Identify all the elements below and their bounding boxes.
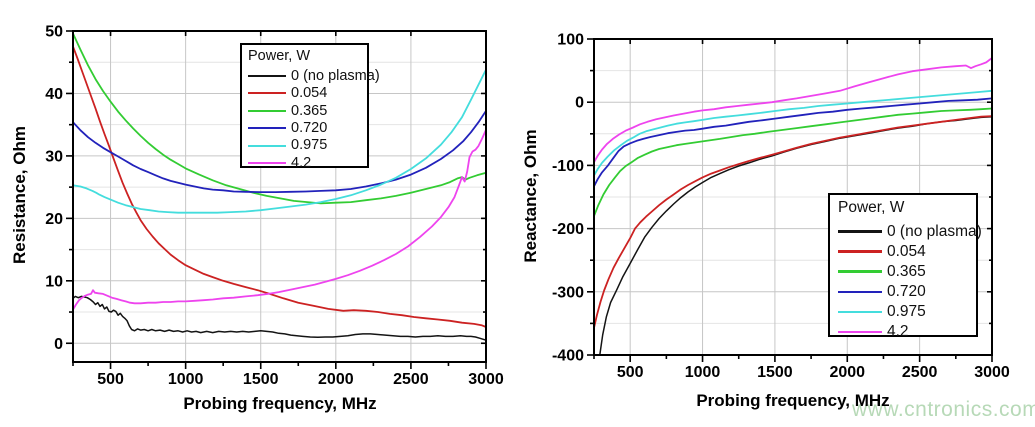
- legend-label: 0.975: [291, 137, 328, 154]
- plot-border: [72, 30, 487, 363]
- axis-ticks: [587, 38, 993, 362]
- y-tick-label: -300: [552, 284, 584, 301]
- x-tick-label: 1000: [685, 364, 721, 381]
- y-tick-label: 30: [45, 148, 63, 165]
- legend-line-swatch: [838, 310, 882, 314]
- x-tick-label: 1000: [168, 371, 204, 388]
- legend-row: 0.975: [248, 137, 361, 154]
- legend-box-1: Power, W 0 (no plasma) 0.054 0.365 0.720 0.97…: [828, 193, 982, 339]
- legend-label: 0.054: [887, 242, 926, 260]
- axis-ticks: [66, 30, 487, 369]
- legend-title: Power, W: [248, 48, 311, 64]
- legend-line-swatch: [838, 270, 882, 273]
- legend-row: 0.054: [248, 85, 361, 102]
- series-line-4.2: [73, 128, 486, 311]
- y-tick-label: -400: [552, 348, 584, 365]
- legend-row: 0.720: [248, 120, 361, 137]
- series-line-0.975: [594, 89, 992, 177]
- y-tick-label: -200: [552, 221, 584, 238]
- y-tick-label: 20: [45, 211, 63, 228]
- y-tick-label: 50: [45, 24, 63, 41]
- reactance-y-axis-title: Reactance, Ohm: [521, 129, 540, 263]
- y-tick-label: -100: [552, 158, 584, 175]
- legend-line-swatch: [838, 230, 882, 233]
- x-tick-label: 2500: [902, 364, 938, 381]
- legend-label: 0.365: [887, 262, 926, 280]
- series-line-0.720: [594, 97, 992, 188]
- legend-row: 4.2: [838, 322, 968, 342]
- tick-labels: 500 1000 1500 2000 2500 3000-400-300-200-1000…: [552, 32, 1010, 382]
- legend-label: 0.054: [291, 85, 328, 102]
- legend-label: 0.720: [291, 120, 328, 136]
- series-group: [73, 32, 486, 341]
- x-tick-label: 2000: [829, 364, 865, 381]
- y-tick-label: 0: [575, 95, 584, 112]
- x-tick-label: 1500: [757, 364, 793, 381]
- legend-line-swatch: [248, 109, 286, 112]
- y-tick-label: 10: [45, 273, 63, 290]
- legend-label: 4.2: [291, 154, 312, 171]
- series-line-0.975: [73, 68, 486, 214]
- legend-line-swatch: [248, 92, 286, 95]
- watermark: www.cntronics.com: [852, 398, 1035, 421]
- legend-line-swatch: [248, 162, 286, 165]
- legend-row: 0.365: [838, 262, 968, 282]
- legend-line-swatch: [838, 250, 882, 253]
- x-tick-label: 3000: [468, 371, 504, 388]
- legend-label: 0.975: [887, 303, 926, 321]
- legend-line-swatch: [248, 144, 286, 147]
- legend-row: 0.975: [838, 302, 968, 322]
- x-tick-label: 1500: [243, 371, 279, 388]
- series-line-0.054: [73, 45, 486, 328]
- legend-line-swatch: [838, 330, 882, 334]
- x-tick-label: 2500: [393, 371, 429, 388]
- series-line-4.2: [594, 57, 992, 164]
- series-line-0.720: [73, 110, 486, 194]
- y-tick-label: 40: [45, 86, 63, 103]
- legend-label: 0.720: [887, 283, 926, 301]
- y-tick-label: 100: [557, 32, 584, 49]
- resistance-x-axis-title: Probing frequency, MHz: [183, 394, 377, 413]
- legend-row: 0.365: [248, 102, 361, 119]
- tick-labels: 500 1000 1500 2000 2500 3000 0 10 20 30 40 50: [45, 24, 504, 389]
- series-group: [594, 57, 992, 355]
- legend-row: 0.054: [838, 241, 968, 261]
- legend-line-swatch: [248, 127, 286, 130]
- series-line-0-no-plasma-: [73, 295, 486, 341]
- legend-title: Power, W: [838, 199, 905, 216]
- legend-row: 0 (no plasma): [838, 221, 982, 241]
- series-line-0.365: [594, 107, 992, 217]
- reactance-x-axis-title: Probing frequency, MHz: [696, 391, 890, 410]
- legend-row: 4.2: [248, 154, 361, 171]
- legend-label: 0.365: [291, 102, 328, 119]
- legend-line-swatch: [838, 290, 882, 294]
- legend-label: 0 (no plasma): [887, 222, 982, 240]
- legend-label: 4.2: [887, 323, 909, 341]
- series-line-0.054: [594, 115, 992, 329]
- x-tick-label: 500: [617, 364, 644, 381]
- chart-panel-0: 500 1000 1500 2000 2500 3000 0 10 20 30 40 50: [45, 24, 504, 389]
- x-tick-label: 2000: [318, 371, 354, 388]
- y-tick-label: 0: [54, 336, 63, 353]
- legend-row: 0 (no plasma): [248, 67, 380, 84]
- chart-panel-1: 500 1000 1500 2000 2500 3000-400-300-200-1000…: [552, 32, 1010, 382]
- legend-row: 0.720: [838, 282, 968, 302]
- resistance-y-axis-title: Resistance, Ohm: [10, 126, 29, 264]
- x-tick-label: 3000: [974, 364, 1010, 381]
- legend-box-0: Power, W 0 (no plasma) 0.054 0.365 0.720 0.97…: [240, 43, 380, 171]
- legend-label: 0 (no plasma): [291, 67, 380, 84]
- x-tick-label: 500: [97, 371, 124, 388]
- legend-line-swatch: [248, 75, 286, 78]
